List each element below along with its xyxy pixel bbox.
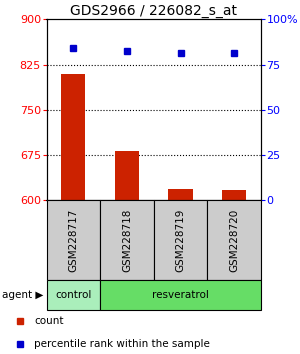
Text: resveratrol: resveratrol (152, 290, 209, 300)
Text: control: control (55, 290, 92, 300)
Bar (169, 189, 193, 200)
Text: count: count (34, 316, 64, 326)
Bar (154, 200, 207, 280)
Bar (46, 200, 100, 280)
Bar (207, 200, 261, 280)
Bar (100, 200, 154, 280)
Bar (222, 190, 246, 200)
Text: GSM228717: GSM228717 (68, 208, 78, 272)
Text: GSM228719: GSM228719 (176, 208, 186, 272)
Bar (100, 280, 261, 310)
Bar (61, 74, 86, 200)
Text: GSM228720: GSM228720 (229, 209, 239, 272)
Bar (115, 151, 139, 200)
Bar (46, 280, 100, 310)
Title: GDS2966 / 226082_s_at: GDS2966 / 226082_s_at (70, 5, 237, 18)
Text: agent ▶: agent ▶ (2, 290, 44, 300)
Text: percentile rank within the sample: percentile rank within the sample (34, 339, 210, 349)
Text: GSM228718: GSM228718 (122, 208, 132, 272)
